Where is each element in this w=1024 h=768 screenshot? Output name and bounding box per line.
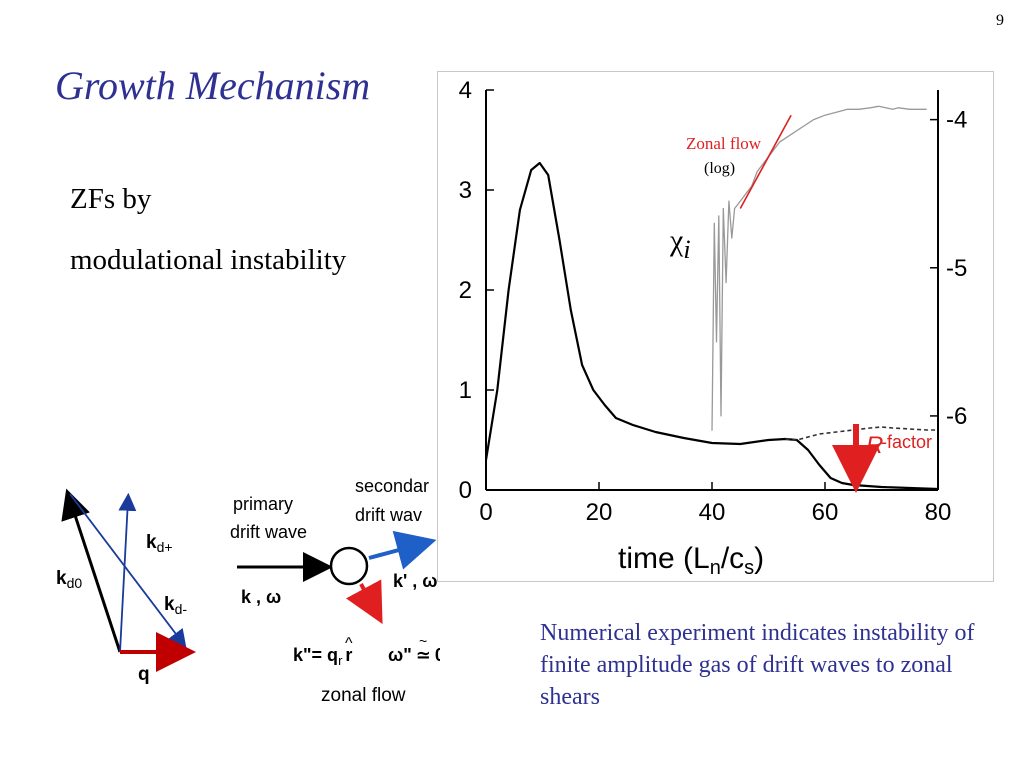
x-axis-label: time (Ln/cs) [618,542,764,579]
x-tick-label: 0 [479,499,492,526]
kd0-vector [61,488,122,653]
y2-tick-label: -6 [946,403,967,430]
slide-title: Growth Mechanism [55,63,371,108]
kd-plus-label: kd+ [146,532,173,555]
y2-tick-label: -4 [946,107,967,134]
bullet-modulational-instability: modulational instability [70,244,347,276]
caption-text: Numerical experiment indicates instabili… [540,620,975,710]
r-factor-symbol: R [866,432,883,459]
x-tick-label: 60 [812,499,839,526]
r-factor-label: -factor [881,432,932,452]
q-label: q [138,664,150,685]
series-reference-dashed [785,426,938,441]
simulation-chart: 0 20 40 60 80 0 1 2 3 4 -4 -5 -6 time (Ln/cs) Zonal … [459,77,968,579]
kd-minus-vector [69,493,187,648]
y-tick-label: 0 [459,477,472,504]
tilde-mark: ~ [419,633,427,649]
primary-label-line1: primary [233,494,293,514]
x-tick-label: 40 [699,499,726,526]
secondary-label-line1: secondar [355,476,429,496]
kd0-label: kd0 [56,568,82,591]
three-wave-interaction-diagram: primary drift wave secondar drift wav k … [230,476,440,706]
bullet-zfs-by: ZFs by [70,183,152,215]
kprime-omega-label: k' , ω [393,571,438,591]
series-fit [739,114,792,209]
k-omega-label: k , ω [241,587,281,607]
interaction-vertex [329,546,369,586]
r-hat-mark: ^ [345,635,353,652]
y-tick-label: 2 [459,277,472,304]
y2-tick-label: -5 [946,255,967,282]
log-annotation: (log) [704,160,735,177]
wavevector-diagram: kd0 kd+ kd- q [56,488,196,685]
x-tick-label: 20 [586,499,613,526]
primary-label-line2: drift wave [230,522,307,542]
x-tick-label: 80 [925,499,952,526]
kd-minus-label: kd- [164,594,187,617]
secondary-label-line2: drift wav [355,505,422,525]
zonal-flow-arrow [346,579,383,625]
omega-pp-equation: ω" ≃ 0 [388,645,440,665]
simulation-plot-frame: 0 20 40 60 80 0 1 2 3 4 -4 -5 -6 time (Ln/cs) Zonal … [437,71,994,582]
zonal-flow-label: zonal flow [321,685,406,706]
series-zonal-flow-log [711,105,927,431]
y-tick-label: 1 [459,377,472,404]
kd-plus-vector [118,492,137,653]
chi-i-label: χi [669,224,691,264]
kpp-equation: k"= qr r [293,645,352,668]
y-tick-label: 3 [459,177,472,204]
zonal-flow-annotation: Zonal flow [686,134,762,153]
y-tick-label: 4 [459,77,472,104]
slide-number: 9 [996,12,1004,29]
secondary-wave-arrow [368,530,437,570]
